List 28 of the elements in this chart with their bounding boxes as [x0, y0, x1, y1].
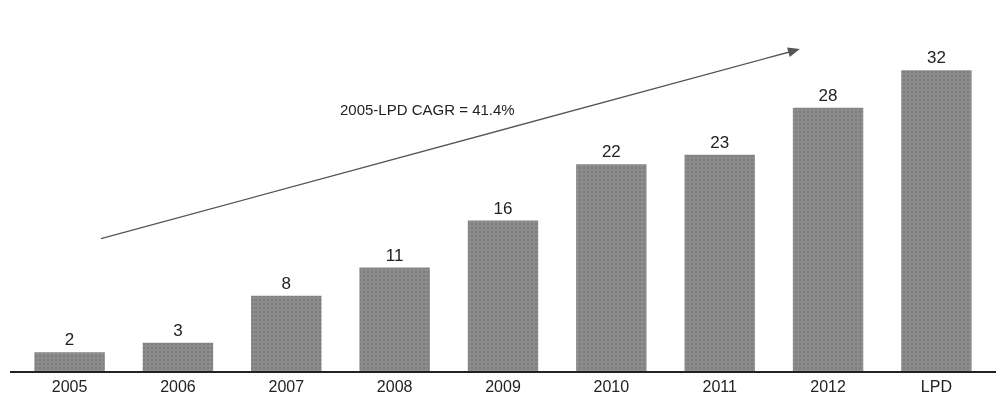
- data-label: 3: [173, 320, 183, 340]
- x-tick-label: 2007: [268, 377, 305, 395]
- x-tick-label: 2012: [810, 377, 846, 395]
- x-tick-label: 2010: [593, 377, 630, 395]
- data-label: 32: [926, 48, 946, 68]
- bar: [251, 295, 322, 371]
- x-tick-label: 2005: [51, 377, 88, 395]
- data-label: 16: [493, 198, 513, 218]
- bar: [684, 154, 755, 371]
- x-tick-label: 2011: [702, 377, 737, 395]
- bar: [792, 107, 864, 371]
- x-tick-label: 2009: [485, 377, 521, 395]
- bar: [467, 220, 539, 371]
- data-label: 28: [818, 85, 838, 105]
- annotation: 2005-LPD CAGR = 41.4%: [340, 101, 515, 118]
- bar: [34, 352, 105, 371]
- x-tick-label: 2008: [376, 377, 413, 395]
- data-label: 2: [64, 330, 75, 350]
- bar: [142, 342, 214, 371]
- bar: [901, 70, 972, 371]
- x-tick-label: 2006: [160, 377, 196, 395]
- bar: [576, 164, 647, 371]
- data-label: 8: [281, 273, 292, 293]
- data-label: 23: [710, 132, 730, 152]
- data-label: 11: [385, 245, 404, 265]
- x-tick-label: LPD: [920, 377, 952, 395]
- bar: [359, 267, 430, 371]
- data-label: 22: [601, 142, 621, 162]
